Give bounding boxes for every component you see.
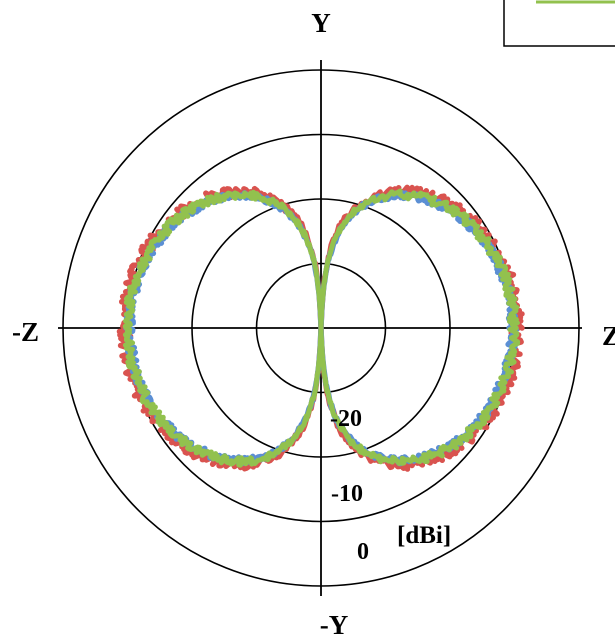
- radial-tick-label: -20: [330, 406, 362, 432]
- radial-unit-label: [dBi]: [397, 522, 451, 549]
- data-series: [116, 184, 525, 472]
- legend: [503, 0, 615, 47]
- radial-tick-label: 0: [357, 539, 369, 565]
- series-line: [122, 188, 521, 468]
- axis-label-right: Z: [602, 321, 615, 351]
- axis-label-left: -Z: [12, 317, 39, 347]
- axis-label-bottom: -Y: [320, 610, 349, 638]
- axis-label-top: Y: [311, 8, 331, 38]
- radial-tick-label: -10: [331, 481, 363, 507]
- legend-box: [503, 0, 615, 47]
